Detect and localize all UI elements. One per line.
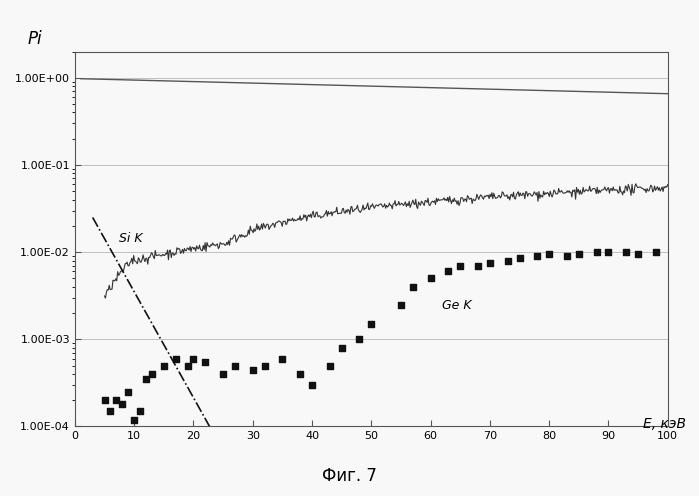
Point: [573, 250, 584, 258]
Text: Si K: Si K: [120, 232, 143, 245]
Point: [473, 262, 484, 270]
Point: [502, 256, 513, 264]
Point: [247, 366, 259, 373]
Point: [454, 262, 466, 270]
Text: Pi: Pi: [27, 30, 42, 48]
Point: [117, 400, 128, 408]
Point: [182, 362, 193, 370]
Point: [603, 248, 614, 256]
Point: [188, 355, 199, 363]
Point: [633, 250, 644, 258]
Point: [140, 375, 152, 383]
Point: [591, 248, 603, 256]
Point: [229, 362, 240, 370]
Text: E, кэВ: E, кэВ: [642, 417, 686, 431]
Point: [200, 358, 211, 366]
Point: [158, 362, 169, 370]
Point: [324, 362, 336, 370]
Point: [514, 254, 525, 262]
Text: Ge K: Ge K: [442, 300, 472, 312]
Point: [170, 355, 181, 363]
Point: [532, 252, 543, 260]
Point: [354, 335, 365, 343]
Point: [425, 274, 436, 282]
Point: [294, 370, 305, 378]
Point: [146, 370, 157, 378]
Text: Фиг. 7: Фиг. 7: [322, 467, 377, 485]
Point: [442, 267, 454, 275]
Point: [408, 283, 419, 291]
Point: [484, 259, 496, 267]
Point: [105, 407, 116, 415]
Point: [396, 301, 407, 309]
Point: [99, 396, 110, 404]
Point: [621, 248, 632, 256]
Point: [277, 355, 288, 363]
Point: [110, 396, 122, 404]
Point: [306, 381, 317, 389]
Point: [217, 370, 229, 378]
Point: [122, 388, 134, 396]
Point: [134, 407, 145, 415]
Point: [544, 250, 555, 258]
Point: [650, 248, 661, 256]
Point: [259, 362, 271, 370]
Point: [561, 252, 572, 260]
Point: [129, 416, 140, 424]
Point: [336, 344, 347, 352]
Point: [366, 320, 377, 328]
